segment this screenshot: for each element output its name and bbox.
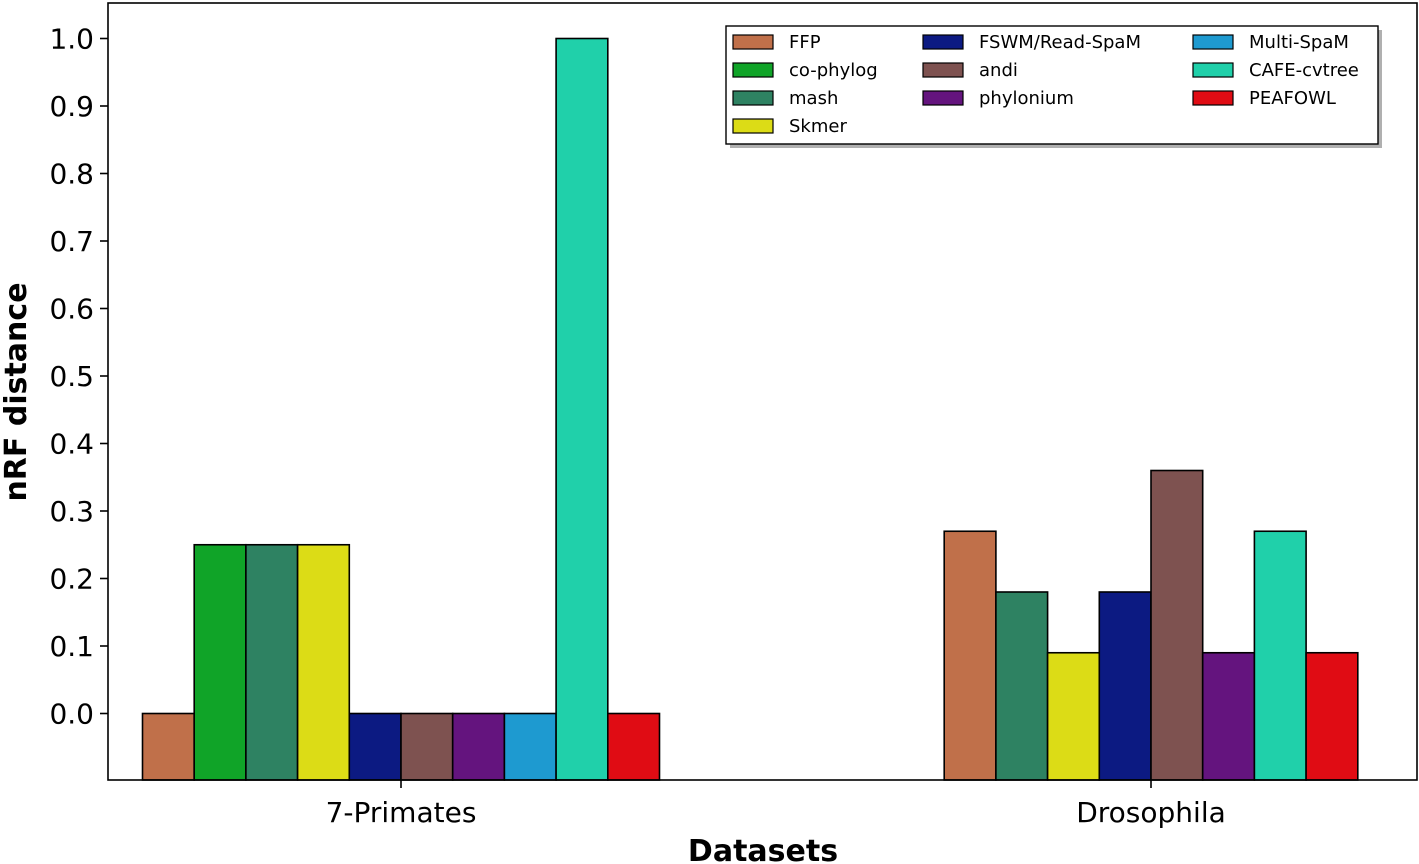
bar-ffp-7-primates — [141, 712, 196, 781]
bar-cafe-cvtree-drosophila — [1253, 530, 1307, 781]
legend-swatch-ffp — [732, 34, 774, 50]
legend-swatch-phylonium — [922, 90, 964, 106]
bar-co-phylog-7-primates — [193, 543, 247, 781]
y-tick-label: 0.1 — [49, 630, 94, 663]
y-tick-label: 0.5 — [49, 360, 94, 393]
bar-mash-7-primates — [245, 543, 299, 781]
legend-swatch-multi-spam — [1192, 34, 1234, 50]
legend-swatch-fswm-read-spam — [922, 34, 964, 50]
legend-label-co-phylog: co-phylog — [789, 60, 878, 81]
legend-label-andi: andi — [979, 60, 1018, 81]
legend-swatch-skmer — [732, 118, 774, 134]
y-tick-label: 1.0 — [49, 23, 94, 56]
legend-label-skmer: Skmer — [789, 116, 847, 137]
x-tick-label: 7-Primates — [326, 796, 477, 829]
legend-swatch-mash — [732, 90, 774, 106]
x-axis-title: Datasets — [688, 834, 838, 864]
x-axis: 7-Primates Drosophila — [326, 780, 1226, 829]
y-tick-label: 0.0 — [49, 698, 94, 731]
x-tick-label: Drosophila — [1076, 796, 1226, 829]
bars-group — [141, 37, 1359, 781]
y-tick-label: 0.7 — [49, 225, 94, 258]
y-tick-label: 0.8 — [49, 158, 94, 191]
y-tick-label: 0.2 — [49, 563, 94, 596]
y-tick-label: 0.6 — [49, 293, 94, 326]
legend-label-phylonium: phylonium — [979, 88, 1074, 109]
bar-fswm-read-spam-7-primates — [348, 712, 402, 781]
legend-label-mash: mash — [789, 88, 838, 109]
plot-frame — [107, 2, 1418, 781]
bar-andi-drosophila — [1150, 469, 1204, 781]
y-axis: 0.0 0.1 0.2 0.3 0.4 0.5 0.6 0.7 0.8 0.9 1.0 — [49, 23, 108, 731]
y-axis-title: nRF distance — [0, 282, 34, 501]
bar-mash-drosophila — [995, 591, 1049, 781]
bar-andi-7-primates — [400, 712, 454, 781]
legend-label-cafe-cvtree: CAFE-cvtree — [1249, 60, 1359, 81]
legend-label-multi-spam: Multi-SpaM — [1249, 32, 1349, 53]
y-tick-label: 0.3 — [49, 495, 94, 528]
legend-swatch-cafe-cvtree — [1192, 62, 1234, 78]
legend-swatch-co-phylog — [732, 62, 774, 78]
legend-box — [725, 25, 1379, 145]
legend-label-peafowl: PEAFOWL — [1249, 88, 1336, 109]
legend-swatch-peafowl — [1192, 90, 1234, 106]
bar-peafowl-drosophila — [1305, 651, 1359, 781]
bar-ffp-drosophila — [943, 530, 997, 781]
bar-skmer-drosophila — [1046, 651, 1101, 781]
y-tick-label: 0.4 — [49, 428, 94, 461]
y-tick-label: 0.9 — [49, 90, 94, 123]
bar-cafe-cvtree-7-primates — [555, 37, 609, 781]
legend-swatch-andi — [922, 62, 964, 78]
bar-multi-spam-7-primates — [503, 712, 557, 781]
legend-label-ffp: FFP — [789, 32, 821, 53]
legend-label-fswm-read-spam: FSWM/Read-SpaM — [979, 32, 1141, 53]
bar-phylonium-7-primates — [451, 712, 506, 781]
legend: FFP co-phylog mash Skmer FSWM/Read-SpaM andi p… — [725, 25, 1382, 148]
bar-phylonium-drosophila — [1201, 651, 1256, 781]
bar-peafowl-7-primates — [606, 712, 661, 781]
bar-fswm-read-spam-drosophila — [1098, 591, 1152, 781]
bar-skmer-7-primates — [296, 543, 351, 781]
